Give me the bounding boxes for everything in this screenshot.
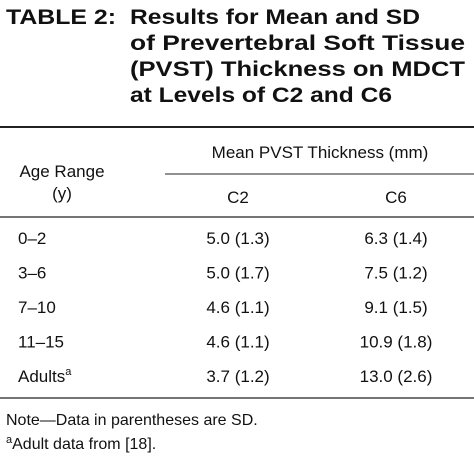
cell: 5.0 (1.3) — [206, 229, 269, 248]
row-label-text: 3–6 — [18, 264, 46, 283]
row-label-text: 0–2 — [18, 229, 46, 248]
title-line: at Levels of C2 and C6 — [130, 84, 392, 107]
column-header: C2 — [227, 188, 249, 207]
title-line: (PVST) Thickness on MDCT — [130, 58, 465, 81]
cell: 4.6 (1.1) — [206, 333, 269, 352]
row-label-text: Adults — [18, 367, 65, 386]
group-header: Mean PVST Thickness (mm) — [212, 143, 429, 162]
superscript: a — [6, 434, 13, 446]
cell: 13.0 (2.6) — [360, 367, 433, 386]
cell: 5.0 (1.7) — [206, 264, 269, 283]
cell: 9.1 (1.5) — [364, 298, 427, 317]
cell: 3.7 (1.2) — [206, 367, 269, 386]
row-label: 7–10 — [18, 298, 56, 317]
row-header: Age Range — [19, 162, 104, 181]
cell: 7.5 (1.2) — [364, 264, 427, 283]
cell: 10.9 (1.8) — [360, 333, 433, 352]
row-label: 3–6 — [18, 264, 46, 283]
row-label: Adultsa — [18, 366, 72, 386]
row-label: 0–2 — [18, 229, 46, 248]
table-label: TABLE 2: — [6, 6, 116, 29]
footnote-text: Note—Data in parentheses are SD. — [6, 412, 258, 429]
footnote: Note—Data in parentheses are SD. — [6, 412, 258, 429]
title-line: Results for Mean and SD — [130, 6, 420, 29]
footnote-text: Adult data from [18]. — [12, 436, 156, 453]
row-label-text: 7–10 — [18, 298, 56, 317]
column-header: C6 — [385, 188, 407, 207]
title-line: of Prevertebral Soft Tissue — [130, 32, 465, 55]
cell: 4.6 (1.1) — [206, 298, 269, 317]
footnote: aAdult data from [18]. — [6, 434, 156, 453]
cell: 6.3 (1.4) — [364, 229, 427, 248]
row-label-text: 11–15 — [18, 333, 64, 352]
superscript: a — [65, 366, 72, 378]
row-header: (y) — [52, 184, 72, 203]
row-label: 11–15 — [18, 333, 64, 352]
